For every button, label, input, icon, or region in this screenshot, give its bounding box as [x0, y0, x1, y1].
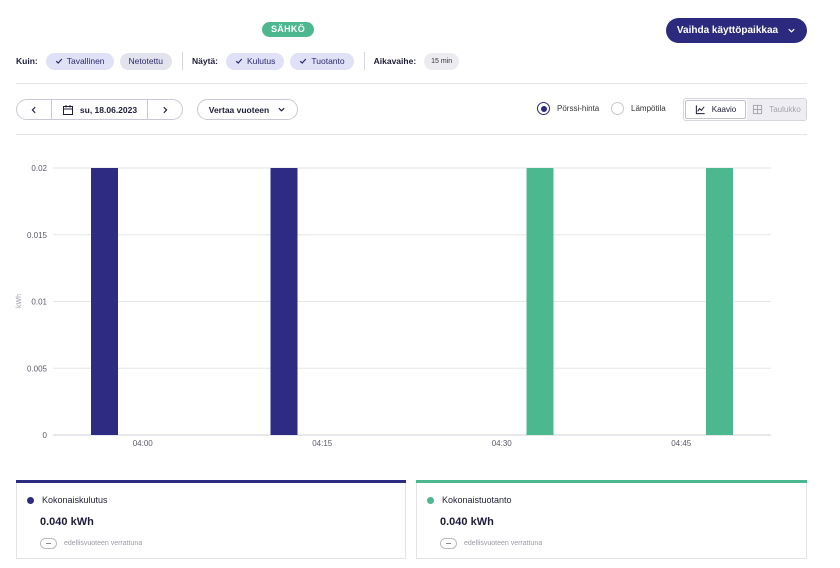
summary-card-consumption: Kokonaiskulutus 0.040 kWh edellisvuoteen… [16, 480, 406, 559]
switch-location-label: Vaihda käyttöpaikkaa [676, 25, 779, 36]
chevron-down-icon [278, 107, 285, 112]
card-accent-bar [416, 480, 807, 483]
chip-kulutus[interactable]: Kulutus [226, 52, 285, 70]
legend-dot-icon [27, 496, 34, 504]
date-value: su, 18.06.2023 [79, 104, 138, 115]
view-table-label: Taulukko [769, 105, 801, 114]
chevron-right-icon [163, 106, 168, 113]
chip-tavallinen[interactable]: Tavallinen [45, 52, 114, 70]
radio-selected-icon [537, 102, 550, 115]
chip-label: Tuotanto [311, 56, 345, 66]
calendar-icon [62, 104, 73, 115]
switch-location-button[interactable]: Vaihda käyttöpaikkaa [666, 18, 807, 43]
chevron-down-icon [788, 28, 795, 33]
bar-consumption[interactable] [91, 168, 118, 435]
chevron-left-icon [31, 106, 36, 113]
date-navigator: su, 18.06.2023 [16, 99, 183, 120]
check-icon [235, 58, 243, 64]
card-compare: edellisvuoteen verrattuna [440, 538, 542, 549]
service-badge: SÄHKÖ [262, 22, 315, 37]
view-toggle: Kaavio Taulukko [683, 98, 807, 121]
check-icon [55, 58, 62, 64]
card-title-label: Kokonaistuotanto [442, 495, 512, 505]
card-compare-label: edellisvuoteen verrattuna [64, 540, 143, 547]
kuin-label: Kuin: [16, 56, 38, 66]
divider [363, 52, 365, 70]
bar-production[interactable] [706, 168, 733, 435]
chip-label: Kulutus [247, 56, 276, 66]
compare-year-label: Vertaa vuoteen [208, 104, 270, 115]
chip-netotettu[interactable]: Netotettu [119, 52, 173, 70]
y-tick-label: 0 [43, 431, 48, 440]
x-tick-label: 04:30 [492, 439, 513, 448]
view-table-button[interactable]: Taulukko [747, 99, 806, 120]
radio-unselected-icon [611, 102, 624, 115]
card-title-label: Kokonaiskulutus [42, 495, 108, 505]
line-chart-icon [695, 105, 705, 115]
chart-bars [91, 168, 733, 435]
card-title: Kokonaistuotanto [427, 495, 512, 505]
nayta-label: Näytä: [192, 56, 219, 66]
card-value: 0.040 kWh [440, 516, 494, 528]
radio-label: Pörssi-hinta [557, 104, 600, 113]
check-icon [300, 58, 307, 64]
previous-day-button[interactable] [17, 100, 51, 119]
view-chart-button[interactable]: Kaavio [685, 100, 746, 119]
divider [16, 134, 807, 135]
y-tick-label: 0.005 [27, 364, 48, 373]
card-title: Kokonaiskulutus [27, 495, 108, 505]
interval-value: 15 min [431, 57, 453, 65]
chip-tuotanto[interactable]: Tuotanto [290, 52, 354, 70]
card-value: 0.040 kWh [40, 516, 94, 528]
compare-year-dropdown[interactable]: Vertaa vuoteen [197, 99, 298, 120]
aikavaihe-label: Aikavaihe: [373, 56, 417, 66]
interval-select[interactable]: 15 min [424, 52, 460, 70]
legend-dot-icon [427, 496, 434, 504]
summary-card-production: Kokonaistuotanto 0.040 kWh edellisvuotee… [416, 480, 807, 559]
bar-production[interactable] [526, 168, 554, 435]
date-picker[interactable]: su, 18.06.2023 [51, 100, 148, 119]
chart-grid [53, 167, 771, 436]
x-axis: 04:00 04:15 04:30 04:45 [133, 439, 692, 448]
card-compare-label: edellisvuoteen verrattuna [464, 540, 543, 547]
x-tick-label: 04:00 [133, 439, 154, 448]
y-tick-label: 0.015 [27, 231, 48, 240]
minus-pill-icon [40, 538, 57, 549]
filter-bar: Kuin: Tavallinen Netotettu Näytä: Kulutu… [16, 52, 465, 70]
card-accent-bar [16, 480, 406, 483]
x-tick-label: 04:45 [671, 439, 692, 448]
consumption-chart: 0.02 0.015 0.01 0.005 0 04:00 04:15 04:30 04:45… [16, 164, 771, 448]
card-compare: edellisvuoteen verrattuna [40, 538, 142, 549]
divider [182, 52, 184, 70]
radio-label: Lämpötila [631, 104, 666, 113]
bar-consumption[interactable] [270, 168, 298, 435]
divider [16, 83, 807, 84]
y-tick-label: 0.02 [31, 164, 47, 173]
chip-label: Netotettu [128, 56, 164, 66]
minus-pill-icon [440, 538, 457, 549]
view-chart-label: Kaavio [711, 105, 737, 114]
y-axis: 0.02 0.015 0.01 0.005 0 [27, 164, 48, 440]
next-day-button[interactable] [148, 100, 182, 119]
y-axis-label: kWh [16, 294, 23, 308]
x-tick-label: 04:15 [312, 439, 333, 448]
radio-lampotila[interactable]: Lämpötila [611, 102, 666, 115]
chip-label: Tavallinen [66, 56, 105, 66]
radio-porssi-hinta[interactable]: Pörssi-hinta [537, 102, 599, 115]
y-tick-label: 0.01 [31, 298, 47, 307]
table-icon [753, 104, 763, 115]
